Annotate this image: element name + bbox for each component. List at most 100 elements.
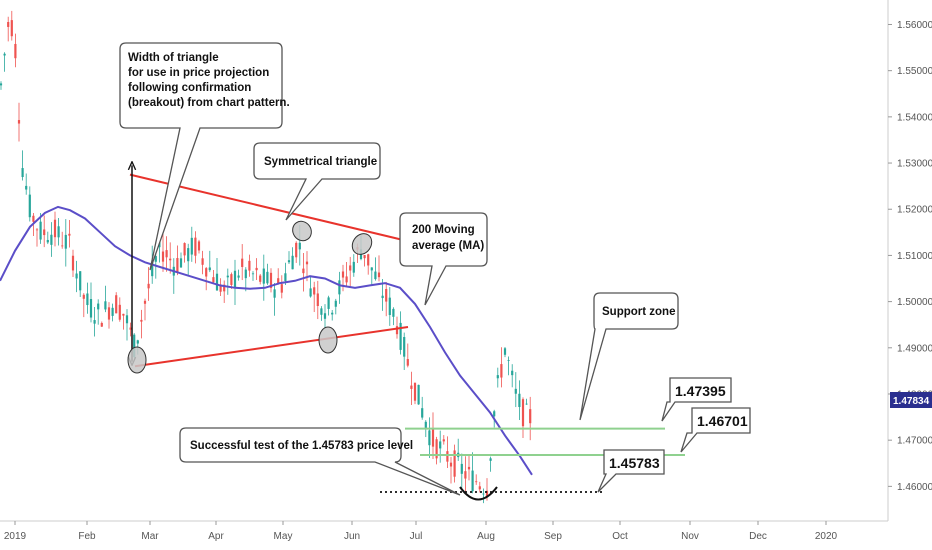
candle-body xyxy=(248,260,251,271)
callout-triangle-width: Width of triangle for use in price proje… xyxy=(119,42,290,271)
time-tick-label: Dec xyxy=(749,531,767,542)
candle-body xyxy=(385,289,388,302)
candle-body xyxy=(406,359,409,366)
candle-body xyxy=(64,234,67,249)
candle-body xyxy=(262,268,265,284)
candle-body xyxy=(295,242,298,258)
candle-body xyxy=(75,273,78,279)
candle-body xyxy=(298,242,301,250)
candle-body xyxy=(251,273,255,275)
candle-body xyxy=(43,229,46,236)
candle-body xyxy=(309,288,312,297)
candle-body xyxy=(349,265,352,271)
candle-body xyxy=(237,275,240,278)
candle-body xyxy=(503,348,507,355)
touch-ellipse xyxy=(292,220,312,242)
candle-body xyxy=(7,22,10,27)
candle-body xyxy=(176,258,179,273)
candle-body xyxy=(327,297,330,309)
price-tick-label: 1.47000 xyxy=(897,436,932,447)
candle-body xyxy=(291,255,294,270)
candle-body xyxy=(14,43,17,59)
candle-body xyxy=(147,283,150,289)
candle-body xyxy=(179,258,183,268)
candle-body xyxy=(374,271,377,280)
callout-text-line: Support zone xyxy=(602,306,675,318)
candle-body xyxy=(399,322,402,350)
candle-body xyxy=(115,295,118,314)
candle-body xyxy=(161,251,165,262)
candle-body xyxy=(392,308,395,317)
candle-body xyxy=(421,408,424,418)
candle-body xyxy=(331,312,334,315)
price-tick-label: 1.55000 xyxy=(897,66,932,77)
candle-body xyxy=(478,486,481,490)
candle-body xyxy=(485,490,489,498)
candle-body xyxy=(68,233,71,236)
candle-body xyxy=(334,300,337,307)
touch-ellipse xyxy=(318,326,338,354)
candle-body xyxy=(417,384,420,405)
candle-body xyxy=(89,299,93,318)
candle-body xyxy=(266,271,269,284)
support-level-value: 1.46701 xyxy=(697,413,748,429)
candle-body xyxy=(514,388,517,394)
callout-text-line: following confirmation xyxy=(128,82,251,94)
triangle-lower-line xyxy=(134,326,409,368)
candle-body xyxy=(518,393,521,408)
candle-body xyxy=(230,274,233,285)
candle-body xyxy=(190,237,193,255)
candle-body xyxy=(46,239,49,243)
candle-body xyxy=(194,237,197,256)
candle-body xyxy=(0,83,3,86)
candle-body xyxy=(212,277,215,283)
candle-body xyxy=(464,471,467,479)
price-tick-label: 1.46000 xyxy=(897,482,932,493)
candle-body xyxy=(467,466,471,470)
candle-body xyxy=(435,439,438,459)
price-tick-label: 1.52000 xyxy=(897,205,932,216)
candle-body xyxy=(446,451,449,462)
candle-body xyxy=(471,470,474,492)
candle-body xyxy=(424,421,427,428)
candle-body xyxy=(201,258,204,265)
time-tick-label: May xyxy=(274,531,293,542)
candle-body xyxy=(367,254,370,266)
price-tick-label: 1.51000 xyxy=(897,251,932,262)
candle-body xyxy=(86,293,89,306)
candle-body xyxy=(125,315,129,324)
callout-text-line: (breakout) from chart pattern. xyxy=(128,97,290,109)
candle-body xyxy=(453,450,456,477)
candle-body xyxy=(345,276,348,283)
candle-body xyxy=(338,280,341,295)
candle-body xyxy=(118,304,121,320)
candle-body xyxy=(226,275,229,278)
candle-body xyxy=(273,289,276,298)
callout-text-line: 200 Moving xyxy=(412,224,475,236)
candle-body xyxy=(507,360,510,361)
time-axis: 2019 Feb Mar Apr May Jun Jul Aug Sep Oct Nov Dec 202… xyxy=(4,521,838,542)
candle-body xyxy=(104,301,107,310)
candle-body xyxy=(61,245,64,247)
candle-body xyxy=(259,275,262,282)
time-tick-label: Jun xyxy=(344,531,360,542)
candle-body xyxy=(154,256,157,262)
candle-body xyxy=(10,20,13,37)
candle-body xyxy=(341,271,345,278)
candle-body xyxy=(241,258,244,267)
candle-body xyxy=(284,273,287,282)
current-price-tag: 1.47834 xyxy=(890,392,932,408)
candle-body xyxy=(28,194,31,218)
candle-body xyxy=(305,261,309,265)
candle-body xyxy=(140,319,143,322)
candle-body xyxy=(35,229,39,231)
price-tick-label: 1.54000 xyxy=(897,112,932,123)
time-tick-label: Nov xyxy=(681,531,699,542)
candle-body xyxy=(511,370,514,376)
candle-body xyxy=(370,267,373,271)
time-tick-label: Oct xyxy=(612,531,628,542)
candle-body xyxy=(323,313,327,319)
candle-body xyxy=(151,262,154,277)
successful-test-curve xyxy=(459,486,498,501)
